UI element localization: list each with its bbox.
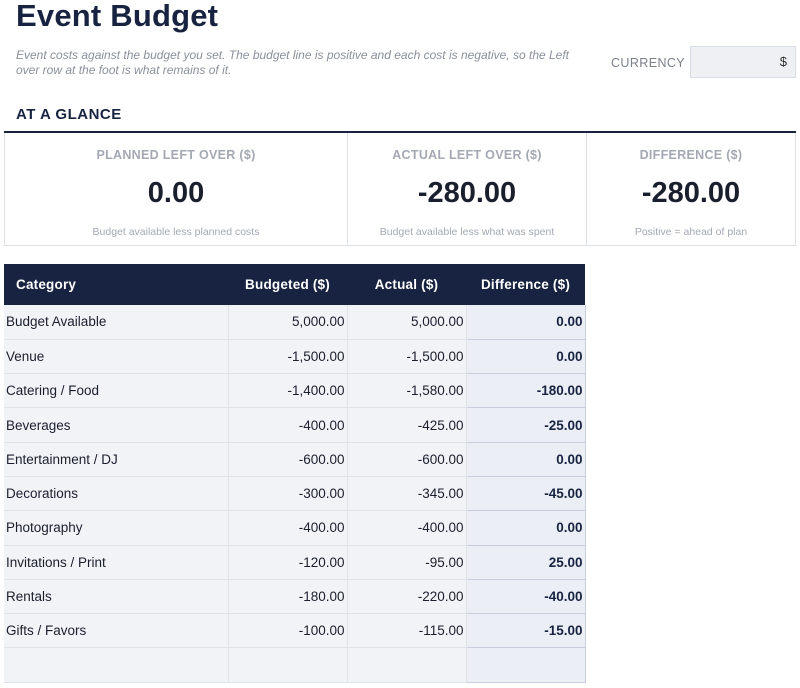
category-cell[interactable]: Budget Available bbox=[4, 305, 229, 340]
category-cell[interactable]: Decorations bbox=[4, 476, 229, 512]
budgeted-cell[interactable]: -400.00 bbox=[228, 407, 348, 443]
category-cell[interactable]: Gifts / Favors bbox=[4, 613, 229, 649]
card-label: PLANNED LEFT OVER ($) bbox=[96, 148, 256, 162]
table-row: Entertainment / DJ -600.00 -600.00 0.00 bbox=[4, 442, 586, 477]
currency-input[interactable]: $ bbox=[690, 46, 796, 78]
card-note: Positive = ahead of plan bbox=[634, 226, 748, 238]
difference-cell[interactable]: 0.00 bbox=[465, 339, 586, 375]
difference-cell[interactable]: -25.00 bbox=[465, 407, 586, 443]
card-value: 0.00 bbox=[147, 177, 205, 209]
column-header-difference[interactable]: Difference ($) bbox=[466, 264, 585, 305]
actual-left-over-card: ACTUAL LEFT OVER ($) -280.00 Budget avai… bbox=[348, 133, 587, 246]
budgeted-cell[interactable]: 5,000.00 bbox=[228, 305, 348, 340]
category-cell[interactable]: Venue bbox=[4, 339, 229, 375]
budgeted-cell[interactable] bbox=[228, 647, 348, 683]
category-cell[interactable]: Catering / Food bbox=[4, 373, 229, 409]
card-note: Budget available less what was spent bbox=[379, 226, 555, 238]
table-row: Venue -1,500.00 -1,500.00 0.00 bbox=[4, 339, 586, 375]
category-cell[interactable]: Invitations / Print bbox=[4, 545, 229, 580]
category-cell[interactable]: Entertainment / DJ bbox=[4, 442, 229, 477]
actual-cell[interactable] bbox=[347, 647, 467, 683]
actual-cell[interactable]: -220.00 bbox=[347, 579, 467, 615]
actual-cell[interactable]: -1,580.00 bbox=[347, 373, 467, 409]
table-row bbox=[4, 647, 586, 683]
planned-left-over-card: PLANNED LEFT OVER ($) 0.00 Budget availa… bbox=[4, 133, 348, 246]
page-title: Event Budget bbox=[16, 0, 219, 33]
category-cell[interactable]: Rentals bbox=[4, 579, 229, 615]
budgeted-cell[interactable]: -120.00 bbox=[228, 545, 348, 580]
budgeted-cell[interactable]: -400.00 bbox=[228, 510, 348, 546]
card-value: -280.00 bbox=[417, 177, 517, 209]
difference-cell[interactable]: 25.00 bbox=[465, 545, 586, 580]
difference-cell[interactable]: 0.00 bbox=[465, 442, 586, 477]
column-header-budgeted[interactable]: Budgeted ($) bbox=[228, 264, 347, 305]
table-row: Photography -400.00 -400.00 0.00 bbox=[4, 510, 586, 546]
card-value: -280.00 bbox=[641, 177, 741, 209]
card-note: Budget available less planned costs bbox=[92, 226, 260, 238]
table-row: Decorations -300.00 -345.00 -45.00 bbox=[4, 476, 586, 512]
budgeted-cell[interactable]: -1,400.00 bbox=[228, 373, 348, 409]
difference-cell[interactable]: -45.00 bbox=[465, 476, 586, 512]
actual-cell[interactable]: -425.00 bbox=[347, 407, 467, 443]
difference-cell[interactable] bbox=[465, 647, 586, 683]
budget-table: Category Budgeted ($) Actual ($) Differe… bbox=[4, 264, 586, 683]
category-cell[interactable]: Beverages bbox=[4, 407, 229, 443]
at-a-glance-heading: AT A GLANCE bbox=[16, 106, 122, 123]
actual-cell[interactable]: -115.00 bbox=[347, 613, 467, 649]
difference-cell[interactable]: 0.00 bbox=[465, 510, 586, 546]
difference-cell[interactable]: -180.00 bbox=[465, 373, 586, 409]
card-label: ACTUAL LEFT OVER ($) bbox=[392, 148, 542, 162]
actual-cell[interactable]: -400.00 bbox=[347, 510, 467, 546]
difference-card: DIFFERENCE ($) -280.00 Positive = ahead … bbox=[587, 133, 796, 246]
table-header-row: Category Budgeted ($) Actual ($) Differe… bbox=[4, 264, 585, 305]
budgeted-cell[interactable]: -600.00 bbox=[228, 442, 348, 477]
budgeted-cell[interactable]: -180.00 bbox=[228, 579, 348, 615]
budgeted-cell[interactable]: -100.00 bbox=[228, 613, 348, 649]
actual-cell[interactable]: -95.00 bbox=[347, 545, 467, 580]
table-row: Budget Available 5,000.00 5,000.00 0.00 bbox=[4, 305, 586, 340]
table-row: Gifts / Favors -100.00 -115.00 -15.00 bbox=[4, 613, 586, 649]
column-header-category[interactable]: Category bbox=[4, 264, 228, 305]
difference-cell[interactable]: -40.00 bbox=[465, 579, 586, 615]
difference-cell[interactable]: -15.00 bbox=[465, 613, 586, 649]
column-header-actual[interactable]: Actual ($) bbox=[347, 264, 466, 305]
actual-cell[interactable]: 5,000.00 bbox=[347, 305, 467, 340]
table-row: Catering / Food -1,400.00 -1,580.00 -180.00 bbox=[4, 373, 586, 409]
actual-cell[interactable]: -1,500.00 bbox=[347, 339, 467, 375]
card-label: DIFFERENCE ($) bbox=[639, 148, 743, 162]
difference-cell[interactable]: 0.00 bbox=[465, 305, 586, 340]
actual-cell[interactable]: -600.00 bbox=[347, 442, 467, 477]
actual-cell[interactable]: -345.00 bbox=[347, 476, 467, 512]
table-row: Beverages -400.00 -425.00 -25.00 bbox=[4, 407, 586, 443]
table-row: Invitations / Print -120.00 -95.00 25.00 bbox=[4, 545, 586, 580]
category-cell[interactable] bbox=[4, 647, 229, 683]
category-cell[interactable]: Photography bbox=[4, 510, 229, 546]
budgeted-cell[interactable]: -300.00 bbox=[228, 476, 348, 512]
page-description: Event costs against the budget you set. … bbox=[16, 48, 570, 77]
table-row: Rentals -180.00 -220.00 -40.00 bbox=[4, 579, 586, 615]
budgeted-cell[interactable]: -1,500.00 bbox=[228, 339, 348, 375]
summary-cards: PLANNED LEFT OVER ($) 0.00 Budget availa… bbox=[4, 131, 796, 248]
currency-label: CURRENCY bbox=[611, 56, 686, 70]
